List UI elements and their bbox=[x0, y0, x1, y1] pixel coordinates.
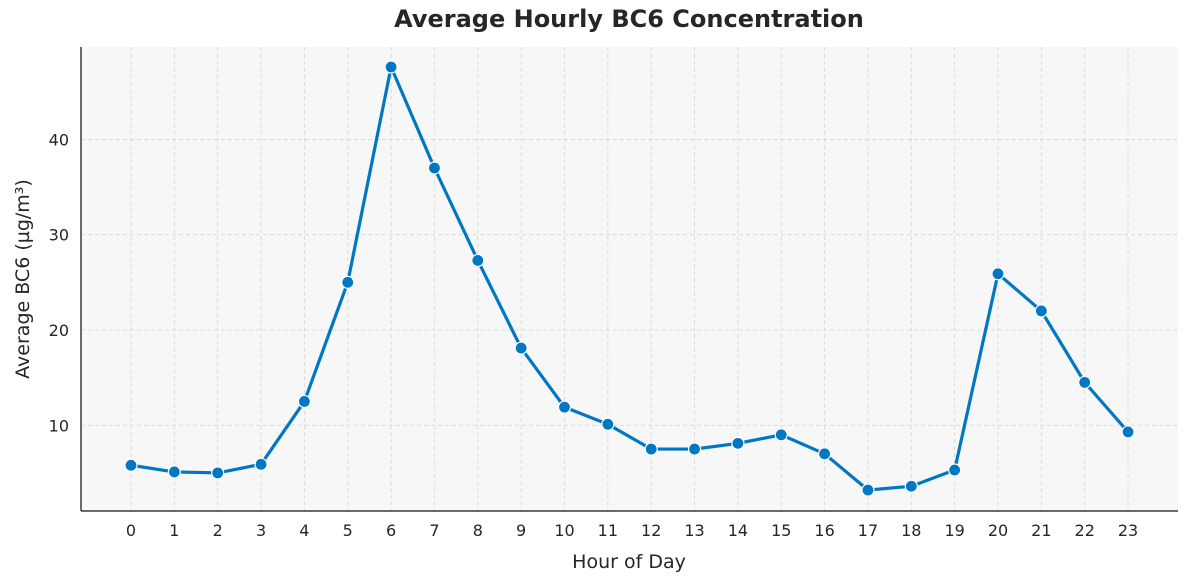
y-tick-label: 40 bbox=[49, 130, 69, 149]
x-tick-label: 20 bbox=[988, 521, 1008, 540]
plot-area-background bbox=[81, 47, 1178, 511]
data-point bbox=[861, 483, 875, 497]
data-point bbox=[471, 253, 485, 268]
data-point bbox=[991, 267, 1005, 281]
x-tick-label: 2 bbox=[213, 521, 223, 540]
tick-layer: 0 1 2 3 4 5 6 7 8 9 10 11 12 13 14 15 16 17 18 19 20 21 22 2310… bbox=[49, 130, 1139, 540]
data-point bbox=[124, 458, 138, 472]
data-point bbox=[514, 341, 528, 355]
x-tick-label: 1 bbox=[169, 521, 179, 540]
chart-title: Average Hourly BC6 Concentration bbox=[394, 5, 864, 33]
x-axis-label: Hour of Day bbox=[572, 551, 686, 573]
data-point bbox=[1034, 304, 1048, 318]
grid-layer bbox=[81, 47, 1178, 511]
data-point bbox=[254, 457, 268, 471]
data-point bbox=[904, 479, 918, 493]
x-tick-label: 9 bbox=[516, 521, 526, 540]
data-point bbox=[644, 442, 658, 456]
x-tick-label: 4 bbox=[299, 521, 309, 540]
data-point bbox=[427, 161, 442, 175]
x-tick-label: 5 bbox=[343, 521, 353, 540]
x-tick-label: 21 bbox=[1031, 521, 1051, 540]
x-tick-label: 11 bbox=[598, 521, 618, 540]
x-tick-label: 16 bbox=[814, 521, 834, 540]
x-tick-label: 17 bbox=[858, 521, 878, 540]
data-point bbox=[341, 275, 355, 289]
x-tick-label: 8 bbox=[473, 521, 483, 540]
x-tick-label: 6 bbox=[386, 521, 396, 540]
x-tick-label: 12 bbox=[641, 521, 661, 540]
data-point bbox=[1078, 375, 1092, 389]
x-tick-label: 22 bbox=[1075, 521, 1095, 540]
series-layer bbox=[124, 60, 1135, 497]
data-point bbox=[1121, 425, 1135, 439]
data-point bbox=[601, 417, 615, 431]
y-tick-label: 10 bbox=[49, 416, 69, 435]
series-line bbox=[129, 65, 1130, 492]
x-tick-label: 15 bbox=[771, 521, 791, 540]
y-axis-label: Average BC6 (µg/m³) bbox=[12, 179, 34, 379]
x-tick-label: 3 bbox=[256, 521, 266, 540]
data-point bbox=[687, 442, 702, 456]
x-tick-label: 7 bbox=[429, 521, 439, 540]
data-point bbox=[731, 436, 745, 450]
y-tick-label: 20 bbox=[49, 321, 69, 340]
data-point bbox=[817, 447, 832, 461]
y-tick-label: 30 bbox=[49, 226, 69, 245]
x-tick-label: 19 bbox=[944, 521, 964, 540]
data-point bbox=[297, 394, 311, 409]
x-tick-label: 0 bbox=[126, 521, 136, 540]
data-point bbox=[774, 428, 788, 442]
x-tick-label: 18 bbox=[901, 521, 921, 540]
x-tick-label: 10 bbox=[554, 521, 574, 540]
x-tick-label: 14 bbox=[728, 521, 748, 540]
data-point bbox=[384, 60, 398, 74]
x-tick-label: 23 bbox=[1118, 521, 1138, 540]
x-tick-label: 13 bbox=[684, 521, 704, 540]
data-point bbox=[167, 465, 181, 479]
data-point bbox=[557, 400, 572, 414]
data-point bbox=[948, 463, 962, 477]
data-point bbox=[211, 466, 225, 480]
